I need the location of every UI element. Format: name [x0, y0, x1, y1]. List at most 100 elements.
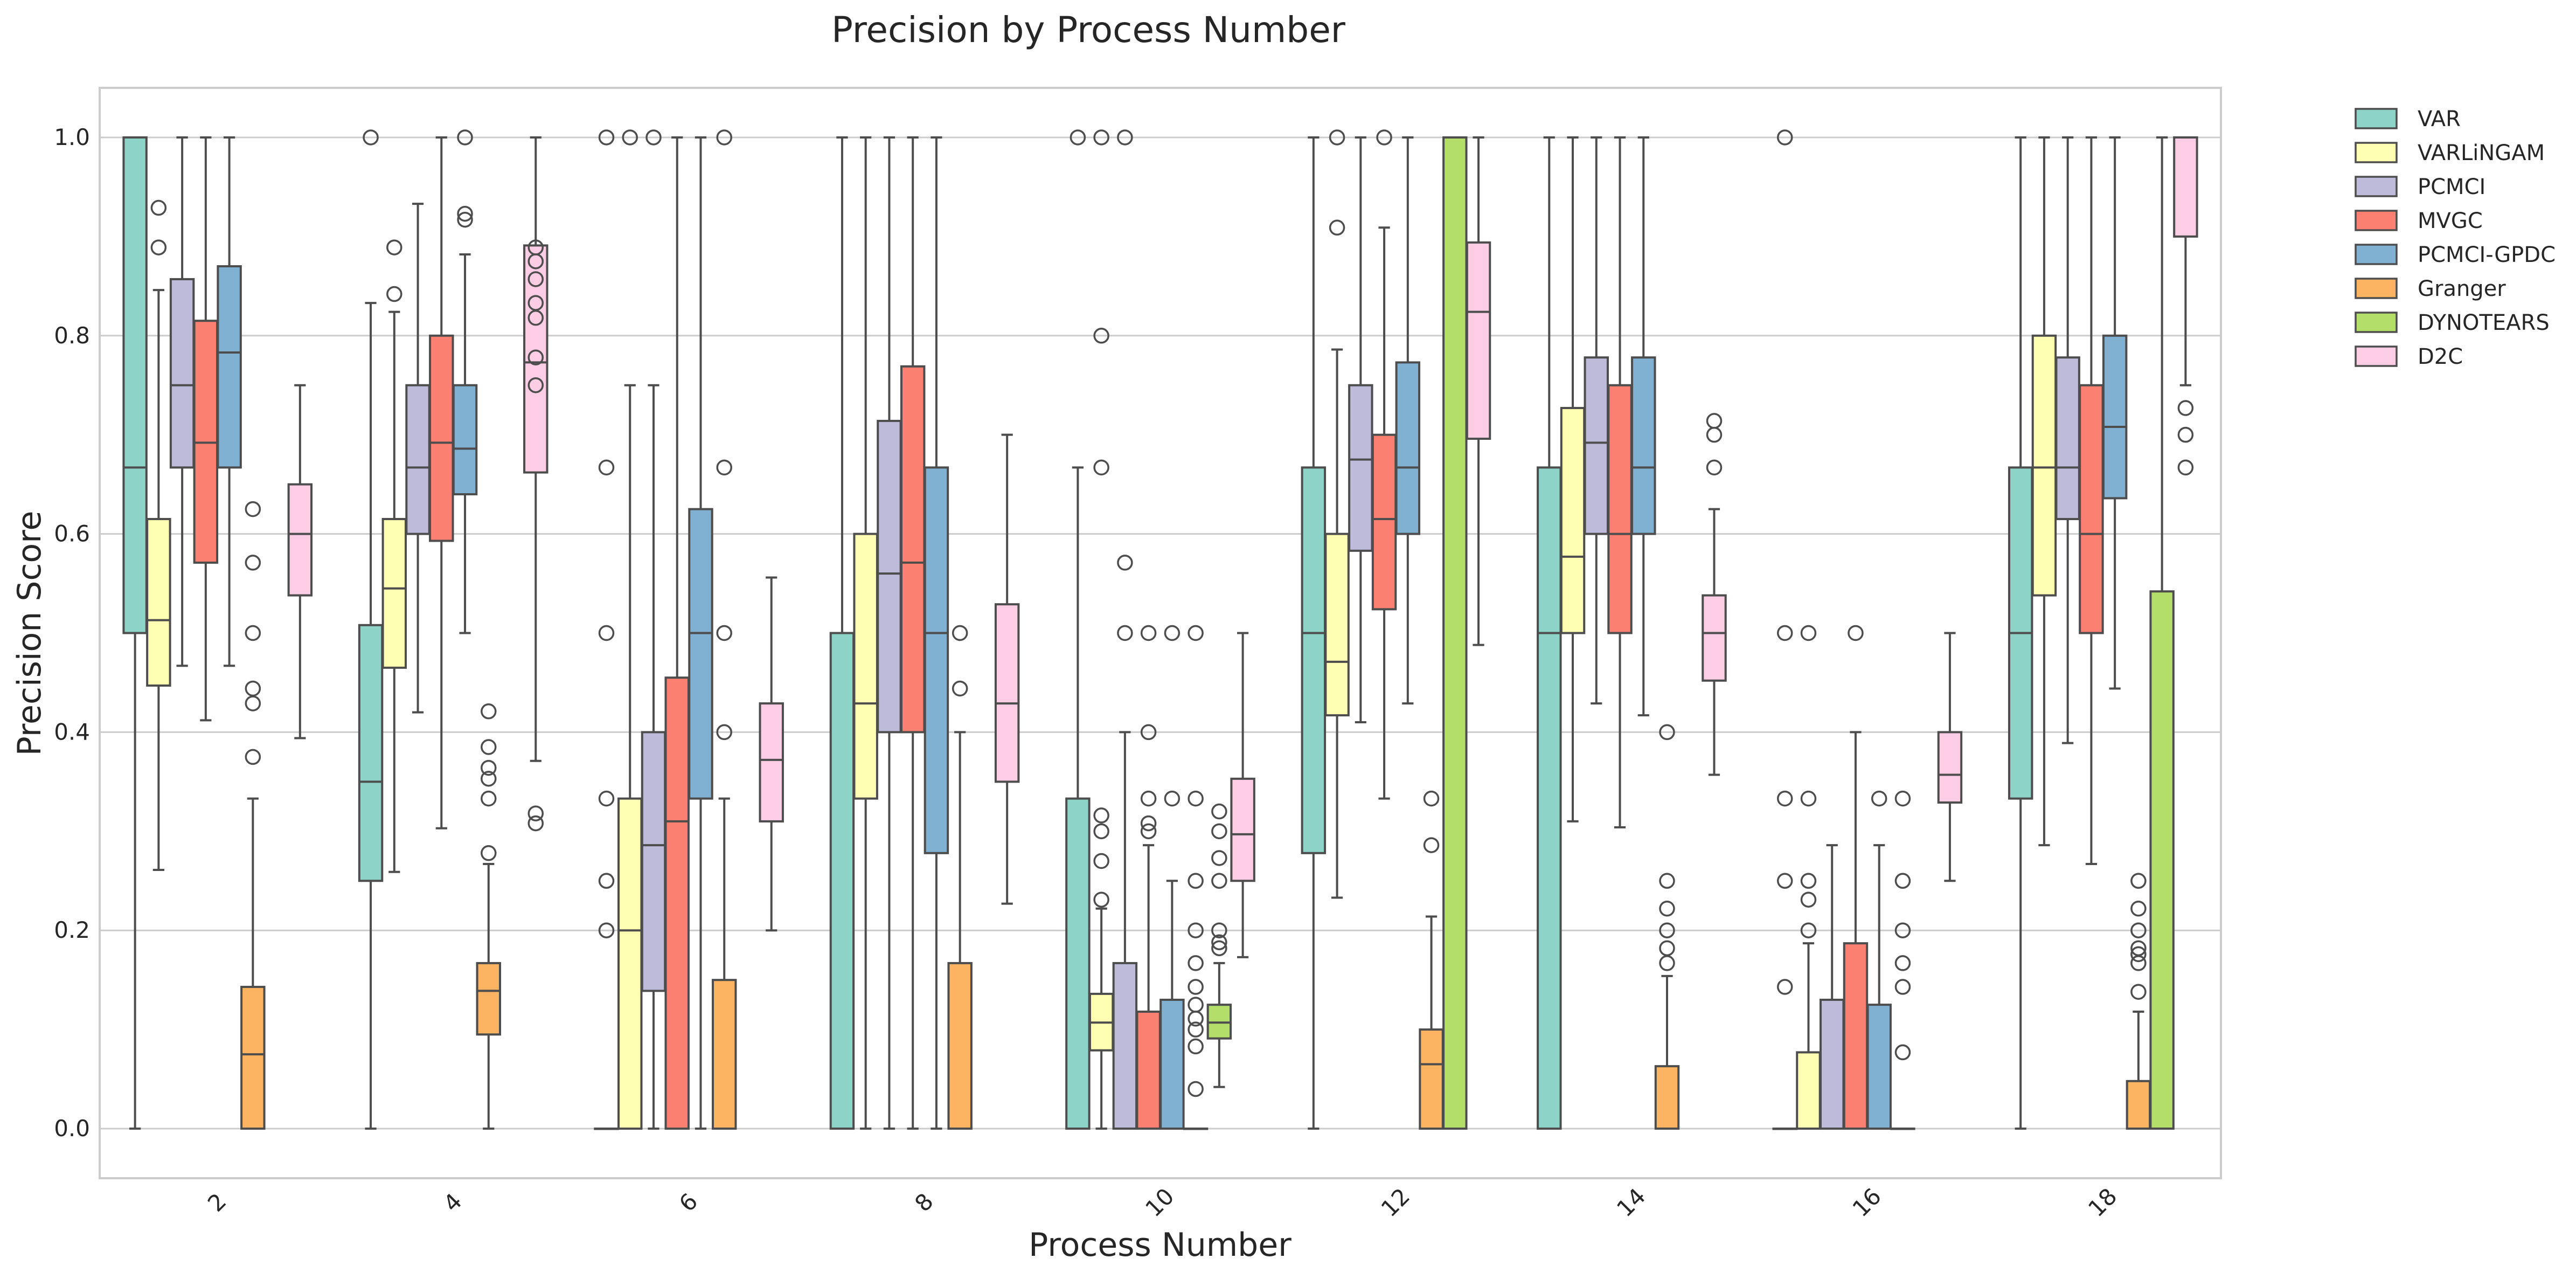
- box-iqr: [2126, 1080, 2151, 1130]
- outlier-point: [598, 129, 615, 146]
- x-axis-ticks: 2 4 6 8 10 12 14 16 18: [203, 1183, 2122, 1222]
- outlier-point: [2177, 426, 2194, 443]
- outlier-point: [1211, 823, 1227, 840]
- box: [146, 199, 171, 872]
- outlier-point: [457, 205, 473, 222]
- legend-label: PCMCI: [2418, 175, 2485, 199]
- box-iqr: [641, 731, 666, 992]
- outlier-point: [150, 199, 167, 216]
- boxes: [122, 129, 2198, 1130]
- box: [1088, 129, 1114, 1130]
- box: [1772, 129, 1797, 1130]
- box-iqr: [1348, 384, 1373, 552]
- outlier-point: [1211, 850, 1227, 866]
- box: [1419, 790, 1444, 1130]
- box-iqr: [381, 518, 407, 669]
- outlier-point: [1188, 1038, 1204, 1055]
- series-dynotears: [1206, 136, 2175, 1130]
- box: [405, 203, 431, 714]
- series-d2c: [287, 136, 2198, 958]
- outlier-point: [1659, 724, 1675, 741]
- box-iqr: [1301, 466, 1327, 854]
- box: [688, 136, 713, 1130]
- box-iqr: [1631, 356, 1656, 535]
- outlier-point: [1117, 625, 1133, 641]
- outlier-point: [2177, 459, 2194, 476]
- box: [1820, 844, 1845, 1130]
- outlier-point: [1188, 955, 1204, 971]
- x-tick-label: 8: [909, 1188, 939, 1217]
- box: [193, 136, 219, 722]
- legend-swatch: [2355, 176, 2398, 197]
- box: [1159, 625, 1185, 1130]
- outlier-point: [245, 680, 261, 697]
- outlier-point: [2130, 922, 2147, 938]
- box: [759, 576, 784, 932]
- outlier-point: [1659, 922, 1675, 938]
- outlier-point: [1659, 901, 1675, 917]
- outlier-point: [1800, 922, 1817, 938]
- box: [1112, 129, 1138, 1130]
- box-iqr: [358, 624, 384, 882]
- box: [1230, 632, 1255, 958]
- box-iqr: [429, 334, 454, 542]
- y-axis-label: Precision Score: [11, 511, 48, 756]
- legend: VAR VARLiNGAM PCMCI MVGC PCMCI-GPDC Granger DY…: [2355, 107, 2556, 369]
- outlier-point: [1188, 873, 1204, 889]
- box: [1654, 724, 1680, 1130]
- outlier-point: [1211, 940, 1227, 957]
- series-pcmci: [169, 129, 2080, 1130]
- outlier-point: [1329, 129, 1345, 146]
- outlier-point: [527, 805, 544, 821]
- box-iqr: [924, 466, 949, 854]
- box-iqr: [146, 518, 171, 687]
- box: [1442, 136, 1468, 1130]
- box: [617, 129, 643, 1130]
- outlier-point: [1140, 625, 1157, 641]
- box: [476, 703, 501, 1130]
- box: [287, 384, 313, 739]
- outlier-point: [622, 129, 638, 146]
- box: [1183, 625, 1209, 1130]
- outlier-point: [1329, 219, 1345, 236]
- box: [924, 136, 949, 1130]
- box: [2126, 873, 2151, 1130]
- outlier-point: [1423, 837, 1440, 853]
- outlier-point: [1659, 940, 1675, 957]
- box: [1301, 136, 1327, 1130]
- box-iqr: [217, 265, 242, 469]
- box: [452, 129, 478, 634]
- outlier-point: [598, 459, 615, 476]
- box-iqr: [900, 365, 926, 734]
- outlier-point: [1093, 129, 1109, 146]
- box: [1607, 136, 1633, 828]
- box-iqr: [2102, 334, 2128, 500]
- box: [1324, 129, 1350, 899]
- box: [1466, 136, 1491, 646]
- outlier-point: [1800, 891, 1817, 908]
- box: [1702, 413, 1727, 776]
- outlier-point: [1188, 1021, 1204, 1038]
- outlier-point: [1894, 873, 1911, 889]
- box-iqr: [476, 962, 501, 1036]
- legend-label: VAR: [2418, 107, 2461, 132]
- x-axis-label: Process Number: [1029, 1226, 1292, 1264]
- box-iqr: [2149, 590, 2175, 1130]
- box-iqr: [1324, 533, 1350, 717]
- outlier-point: [245, 501, 261, 517]
- box: [429, 136, 454, 829]
- box: [594, 129, 619, 1130]
- outlier-point: [598, 790, 615, 807]
- outlier-point: [1140, 823, 1157, 840]
- box-iqr: [405, 384, 431, 535]
- outlier-point: [527, 239, 544, 255]
- box-iqr: [1442, 136, 1468, 1130]
- outlier-point: [1800, 873, 1817, 889]
- box-iqr: [2055, 356, 2080, 521]
- box-iqr: [169, 278, 195, 469]
- outlier-point: [1894, 955, 1911, 971]
- outlier-point: [1800, 790, 1817, 807]
- outlier-point: [2130, 946, 2147, 963]
- box-iqr: [287, 483, 313, 597]
- outlier-point: [1188, 625, 1204, 641]
